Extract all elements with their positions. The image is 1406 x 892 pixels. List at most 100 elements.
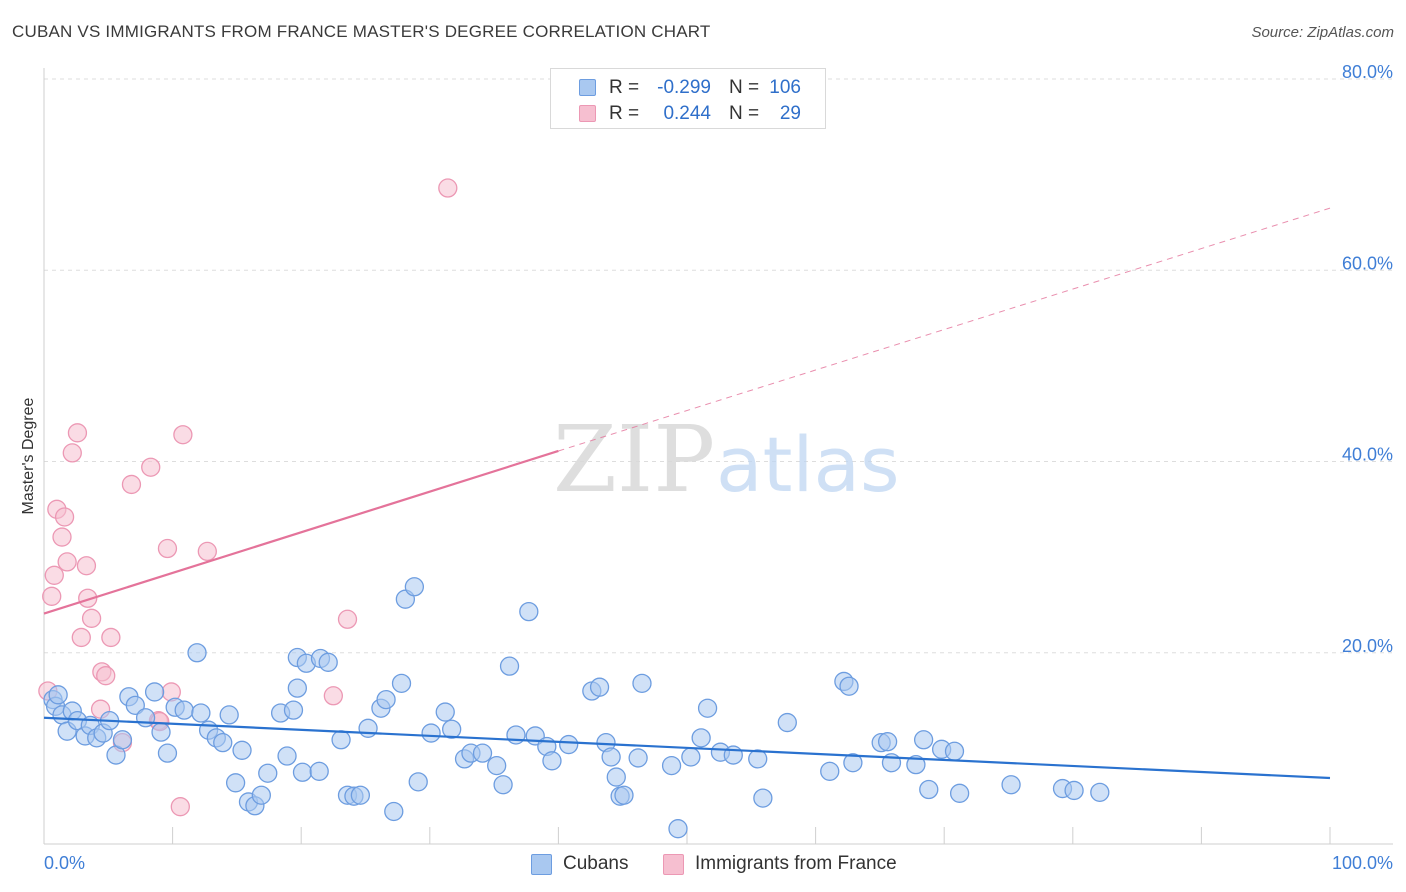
- axis-layer: 20.0% 40.0% 60.0% 80.0%: [43, 62, 1393, 845]
- france-point: [81, 608, 102, 628]
- france-point: [42, 586, 62, 606]
- legend-swatch-blue: [531, 854, 552, 875]
- legend-r-value: 0.244: [663, 103, 711, 124]
- france-point: [71, 627, 91, 648]
- france-point: [96, 666, 116, 686]
- x-tick-label-max: 100.0%: [1332, 853, 1393, 873]
- cuban-point: [283, 700, 304, 720]
- y-axis-label: Master's Degree: [20, 397, 37, 514]
- cuban-point: [606, 767, 626, 787]
- france-point: [438, 178, 458, 198]
- cuban-point: [913, 730, 934, 750]
- cuban-point: [187, 643, 207, 663]
- cuban-point: [251, 785, 271, 805]
- cuban-point: [628, 748, 648, 768]
- cuban-point: [358, 718, 378, 738]
- legend-r-label: R =: [609, 103, 640, 124]
- watermark-zip: ZIP: [553, 406, 715, 513]
- cuban-point: [277, 746, 297, 766]
- legend-r-label: R =: [609, 77, 640, 98]
- france-point: [101, 627, 121, 648]
- cuban-point: [681, 747, 701, 767]
- france-point: [78, 588, 98, 608]
- series-legend: Cubans Immigrants from France: [0, 852, 1406, 878]
- france-point: [44, 565, 64, 585]
- cuban-point: [225, 773, 246, 793]
- trend-line-france-extension: [558, 207, 1331, 452]
- france-point: [57, 552, 77, 572]
- y-tick-label: 40.0%: [1342, 445, 1393, 465]
- legend-swatch-pink: [663, 854, 684, 875]
- cuban-point: [839, 676, 859, 696]
- france-point: [157, 538, 178, 559]
- cuban-point: [559, 734, 579, 755]
- trend-line-france: [43, 449, 559, 615]
- cuban-point: [258, 763, 278, 783]
- france-point: [197, 541, 217, 562]
- france-point: [67, 423, 88, 443]
- cuban-point: [601, 747, 621, 767]
- cuban-point: [144, 682, 165, 702]
- series-immigrants-from-france: [38, 178, 458, 817]
- cuban-point: [820, 761, 840, 781]
- cuban-point: [697, 698, 718, 718]
- chart-title: CUBAN VS IMMIGRANTS FROM FRANCE MASTER'S…: [12, 22, 711, 41]
- trend-layer: [43, 207, 1331, 780]
- cuban-point: [691, 728, 711, 748]
- cuban-point: [125, 695, 145, 715]
- legend-swatch-pink: [579, 105, 596, 122]
- cuban-point: [589, 677, 610, 697]
- trend-line-cubans: [43, 716, 1331, 780]
- cuban-point: [232, 740, 252, 760]
- cuban-point: [506, 725, 526, 745]
- series-cubans: [43, 577, 1110, 839]
- cuban-point: [331, 730, 351, 750]
- legend-row-cubans: R = -0.299 N = 106: [551, 76, 825, 100]
- cuban-point: [135, 708, 156, 728]
- france-point: [76, 556, 97, 576]
- cuban-point: [1001, 775, 1021, 795]
- cuban-point: [949, 783, 970, 803]
- cuban-point: [748, 749, 768, 769]
- y-tick-label: 80.0%: [1342, 62, 1393, 82]
- legend-label-france: Immigrants from France: [695, 853, 897, 874]
- legend-row-france: R = 0.244 N = 29: [551, 102, 825, 126]
- cuban-point: [944, 741, 965, 761]
- grid-layer: [44, 78, 1393, 654]
- cuban-point: [542, 751, 562, 771]
- france-point: [141, 457, 161, 477]
- source-label: Source: ZipAtlas.com: [1251, 24, 1394, 41]
- cuban-point: [442, 719, 462, 739]
- france-point: [121, 474, 142, 495]
- cuban-point: [493, 775, 513, 795]
- cuban-point: [877, 732, 898, 752]
- cuban-point: [408, 772, 428, 792]
- cuban-point: [777, 712, 797, 733]
- cuban-point: [906, 754, 926, 775]
- cuban-point: [350, 785, 371, 805]
- legend-r-value: -0.299: [657, 77, 711, 98]
- cuban-point: [404, 577, 425, 597]
- legend-n-value: 106: [769, 77, 801, 98]
- legend-n-value: 29: [779, 103, 801, 124]
- cuban-point: [919, 779, 939, 800]
- legend-swatch-blue: [579, 79, 596, 96]
- cuban-point: [309, 761, 329, 781]
- cuban-point: [191, 703, 211, 723]
- france-point: [173, 425, 193, 445]
- cuban-point: [213, 732, 233, 753]
- cuban-point: [318, 652, 338, 672]
- france-point: [54, 507, 75, 527]
- france-point: [337, 609, 358, 629]
- cuban-point: [632, 673, 652, 693]
- cuban-point: [112, 730, 133, 750]
- cuban-point: [668, 819, 688, 839]
- france-point: [323, 686, 344, 706]
- cuban-point: [487, 755, 507, 776]
- cuban-point: [174, 700, 194, 720]
- y-tick-label: 60.0%: [1342, 253, 1393, 273]
- cuban-point: [472, 743, 493, 763]
- france-point: [170, 797, 190, 817]
- cuban-point: [384, 801, 404, 822]
- watermark-atlas: atlas: [716, 420, 900, 509]
